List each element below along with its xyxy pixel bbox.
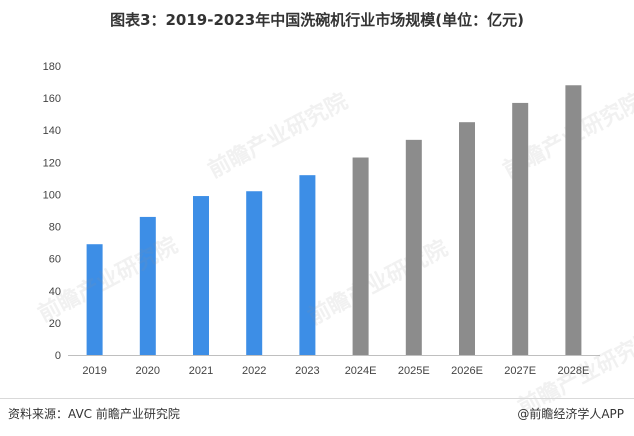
x-axis-ticks: 2019 2020 2021 2022 2023 2024E 2025E 2026E 2027E… [82, 365, 589, 377]
bars-group [86, 85, 582, 356]
bar-chart: 0 20 40 60 80 100 120 140 160 180 2019 2020 2021 202… [43, 61, 600, 377]
x-tick-label: 2025E [398, 365, 430, 377]
x-tick-label: 2020 [136, 365, 160, 377]
x-tick-label: 2023 [295, 365, 319, 377]
chart-title: 图表3：2019-2023年中国洗碗机行业市场规模(单位：亿元) [110, 11, 524, 29]
footer-divider [0, 398, 634, 399]
source-note: 资料来源：AVC 前瞻产业研究院 [8, 407, 180, 421]
y-tick-label: 80 [49, 222, 61, 234]
bar-2020 [139, 216, 156, 355]
y-tick-label: 20 [49, 318, 61, 330]
bar-2024E [352, 157, 369, 355]
x-tick-label: 2024E [345, 365, 377, 377]
bar-2022 [246, 191, 263, 355]
x-tick-label: 2019 [82, 365, 106, 377]
y-tick-label: 60 [49, 254, 61, 266]
y-tick-label: 140 [43, 125, 61, 137]
y-tick-label: 180 [43, 61, 61, 73]
x-tick-label: 2022 [242, 365, 266, 377]
bar-2028E [565, 85, 582, 356]
y-tick-label: 0 [55, 350, 61, 362]
y-tick-label: 40 [49, 286, 61, 298]
x-tick-label: 2028E [557, 365, 589, 377]
y-tick-label: 160 [43, 93, 61, 105]
y-axis-ticks: 0 20 40 60 80 100 120 140 160 180 [43, 61, 61, 362]
x-tick-label: 2026E [451, 365, 483, 377]
bar-2026E [459, 122, 475, 355]
bar-2025E [405, 139, 422, 355]
y-tick-label: 100 [43, 189, 61, 201]
y-tick-label: 120 [43, 157, 61, 169]
x-tick-label: 2021 [189, 365, 213, 377]
brand-label: @前瞻经济学人APP [517, 407, 624, 421]
x-tick-label: 2027E [504, 365, 536, 377]
bar-2019 [86, 244, 103, 355]
bar-2021 [193, 196, 209, 355]
bar-2027E [512, 102, 529, 355]
bar-2023 [299, 175, 316, 355]
